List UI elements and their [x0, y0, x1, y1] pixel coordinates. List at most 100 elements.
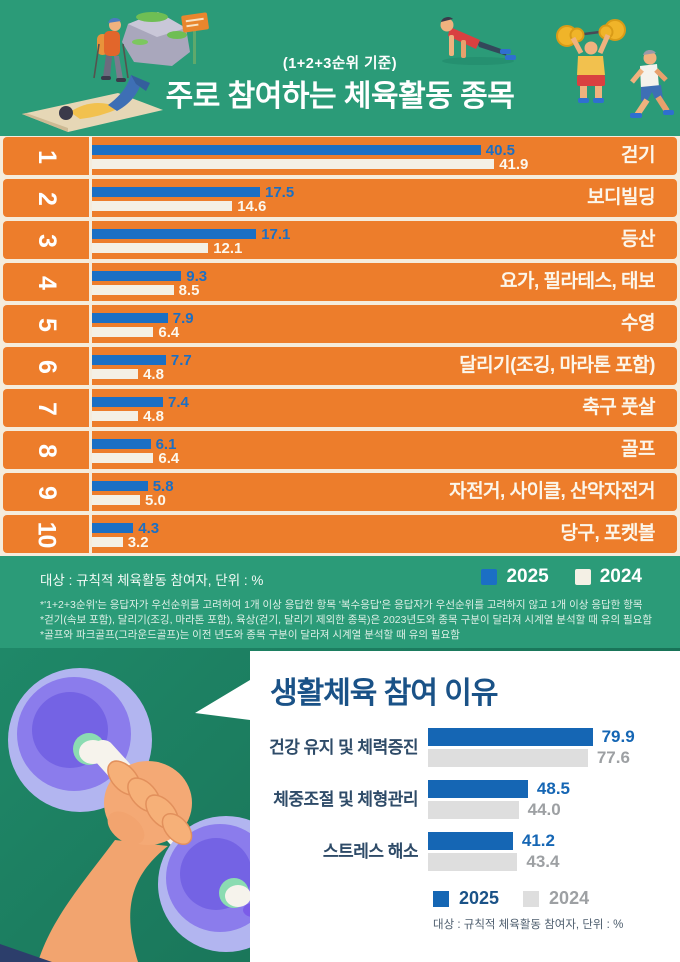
- legend2-2025-label: 2025: [459, 888, 500, 908]
- bar-fill-2024: [92, 285, 174, 295]
- activity-row: 10 4.3 3.2 당구, 포켓볼: [3, 515, 677, 553]
- ranked-activity-chart: 1 40.5 41.9 걷기 2 17.5 14.6 보디빌딩 3 17.1 12.1 등산 4 9.3 8…: [0, 136, 680, 556]
- bar-2024: 6.4: [92, 449, 180, 467]
- chart1-caption: 대상 : 규칙적 체육활동 참여자, 단위 : %: [40, 573, 264, 588]
- bar-value-2025: 7.4: [168, 393, 189, 411]
- rank-number: 2: [3, 179, 92, 217]
- weightlifter-illustration: [556, 19, 626, 103]
- bar-value-2024: 8.5: [178, 281, 200, 299]
- reason-bar-2025: [428, 728, 593, 746]
- bar-fill-2024: [92, 453, 154, 463]
- rank-number: 3: [3, 221, 92, 259]
- rank-number: 9: [3, 473, 92, 511]
- reason-bar-2024: [428, 749, 588, 767]
- activity-row: 5 7.9 6.4 수영: [3, 305, 677, 343]
- participation-reason-section: 생활체육 참여 이유 건강 유지 및 체력증진 79.9 77.6 체중조절 및 체형…: [0, 648, 680, 962]
- bar-value-2024: 12.1: [213, 239, 243, 257]
- bar-2025: 17.5: [92, 183, 295, 201]
- bar-value-2024: 4.8: [143, 365, 164, 383]
- rank-number: 10: [3, 515, 92, 553]
- bar-fill-2024: [92, 201, 233, 211]
- bar-2024: 12.1: [92, 239, 243, 257]
- chart2-legend: 2025 2024: [433, 888, 613, 909]
- activity-row: 8 6.1 6.4 골프: [3, 431, 677, 469]
- bar-value-2024: 4.8: [143, 407, 164, 425]
- bar-2024: 4.8: [92, 407, 164, 425]
- bar-2024: 8.5: [92, 281, 200, 299]
- header: (1+2+3순위 기준) 주로 참여하는 체육활동 종목: [0, 0, 680, 136]
- page-title: 주로 참여하는 체육활동 종목: [165, 80, 515, 113]
- bar-2025: 7.9: [92, 309, 194, 327]
- bar-value-2025: 6.1: [155, 435, 177, 453]
- activity-row: 6 7.7 4.8 달리기(조깅, 마라톤 포함): [3, 347, 677, 385]
- bar-value-2024: 6.4: [158, 323, 180, 341]
- rank-number: 7: [3, 389, 92, 427]
- bar-value-2025: 7.9: [172, 309, 194, 327]
- activity-label: 달리기(조깅, 마라톤 포함): [459, 355, 655, 376]
- hiker-rock-illustration: [93, 12, 209, 82]
- bar-value-2025: 17.1: [261, 225, 291, 243]
- bar-2025: 7.4: [92, 393, 189, 411]
- bar-fill-2024: [92, 495, 140, 505]
- rank-number: 4: [3, 263, 92, 301]
- bar-2025: 9.3: [92, 267, 208, 285]
- rank-number: 5: [3, 305, 92, 343]
- bar-value-2025: 5.8: [152, 477, 174, 495]
- header-subtitle: (1+2+3순위 기준): [282, 56, 398, 72]
- bar-fill-2025: [92, 145, 481, 155]
- bar-fill-2025: [92, 271, 182, 281]
- bar-2024: 3.2: [92, 535, 149, 550]
- bar-fill-2024: [92, 327, 154, 337]
- bar-fill-2024: [92, 537, 123, 547]
- bar-value-2025: 40.5: [485, 141, 515, 159]
- bar-value-2024: 14.6: [237, 197, 267, 215]
- legend2-2024-label: 2024: [549, 888, 590, 908]
- activity-row: 1 40.5 41.9 걷기: [3, 137, 677, 175]
- reason-bar-2024: [428, 801, 519, 819]
- bar-fill-2024: [92, 159, 495, 169]
- legend-2024-swatch: [574, 569, 591, 585]
- bar-fill-2025: [92, 355, 166, 365]
- bar-2025: 40.5: [92, 141, 515, 159]
- footnote-line: *골프와 파크골프(그라운드골프)는 이전 년도와 종목 구분이 달라져 시계열…: [40, 629, 460, 641]
- pushup-person-illustration: [440, 17, 516, 65]
- bar-fill-2025: [92, 229, 257, 239]
- bar-2024: 14.6: [92, 197, 267, 215]
- activity-label: 보디빌딩: [587, 187, 655, 208]
- reason-label: 스트레스 해소: [322, 842, 419, 861]
- activity-label: 당구, 포켓볼: [560, 523, 656, 544]
- bar-2025: 4.3: [92, 519, 160, 537]
- legend2-2024-swatch: [523, 890, 540, 907]
- chart1-legend: 2025 2024: [481, 566, 642, 588]
- activity-row: 2 17.5 14.6 보디빌딩: [3, 179, 677, 217]
- bar-value-2025: 4.3: [138, 519, 160, 537]
- reason-value-2025: 79.9: [601, 727, 635, 746]
- footnote-line: *걷기(속보 포함), 달리기(조깅, 마라톤 포함), 육상(걷기, 달리기 …: [40, 614, 653, 626]
- bar-value-2025: 9.3: [186, 267, 208, 285]
- bar-2024: 4.8: [92, 365, 164, 383]
- yoga-person-illustration: [22, 75, 163, 132]
- reason-bar-2024: [428, 853, 518, 871]
- bar-value-2025: 7.7: [170, 351, 192, 369]
- bar-fill-2025: [92, 481, 148, 491]
- bar-fill-2025: [92, 313, 168, 323]
- rank-number: 1: [3, 137, 92, 175]
- activity-label: 골프: [621, 439, 655, 460]
- activity-label: 걷기: [621, 145, 655, 166]
- legend-2025-swatch: [481, 569, 498, 585]
- bar-value-2024: 6.4: [158, 449, 180, 467]
- rank-number: 6: [3, 347, 92, 385]
- activity-label: 축구 풋살: [582, 397, 655, 418]
- reason-bar-2025: [428, 780, 528, 798]
- reason-label: 건강 유지 및 체력증진: [269, 738, 418, 757]
- reason-value-2024: 44.0: [527, 800, 561, 819]
- bar-fill-2024: [92, 243, 209, 253]
- activity-label: 수영: [621, 313, 655, 334]
- bar-value-2024: 41.9: [499, 155, 529, 173]
- footnote-line: *'1+2+3순위'는 응답자가 우선순위를 고려하여 1개 이상 응답한 항목…: [40, 599, 643, 611]
- bar-2025: 7.7: [92, 351, 192, 369]
- reason-label: 체중조절 및 체형관리: [273, 790, 418, 809]
- bar-value-2025: 17.5: [265, 183, 295, 201]
- reason-value-2025: 41.2: [521, 831, 555, 850]
